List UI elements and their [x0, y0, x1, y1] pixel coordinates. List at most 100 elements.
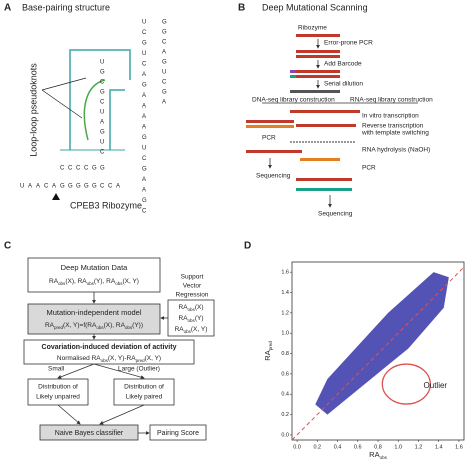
nucleotide: G [162, 20, 167, 26]
nucleotide: G [100, 70, 105, 76]
nucleotide: C [76, 166, 81, 172]
branch-label: DNA-seq library construction [252, 97, 335, 104]
nucleotide: A [142, 177, 146, 183]
y-tick-label: 0.0 [281, 432, 289, 438]
formula-part: Normalised RA [57, 355, 101, 362]
box [39, 424, 139, 441]
box-text: Distribution of [38, 384, 78, 391]
x-tick-label: 0.6 [354, 444, 362, 450]
step-label: Reverse transcription [362, 123, 424, 130]
subscript: obs [58, 281, 66, 286]
branch-label: RNA-seq library construction [350, 97, 433, 104]
pseudoknot-line [83, 79, 106, 141]
step-label: Ribozyme [298, 25, 327, 32]
nucleotide: C [100, 80, 105, 86]
side-label: Loop-loop pseudoknots [28, 63, 38, 157]
nucleotide: G [92, 184, 97, 190]
formula-part: RA [263, 350, 272, 360]
nucleotide: U [100, 140, 104, 146]
nucleotide: A [52, 184, 56, 190]
formula-part: RA [175, 326, 185, 333]
nucleotide: C [84, 166, 89, 172]
nucleotide: U [142, 20, 146, 26]
y-tick-label: 1.4 [281, 290, 289, 296]
step-label: Error-prone PCR [324, 40, 373, 47]
nucleotide: G [162, 30, 167, 36]
nucleotide: C [108, 184, 113, 190]
y-tick-label: 1.6 [281, 270, 289, 276]
pointer [41, 89, 83, 119]
nucleotide: G [100, 90, 105, 96]
nucleotide: G [162, 90, 167, 96]
nucleotide: C [60, 166, 65, 172]
nucleotide: G [142, 135, 147, 141]
nucleotide: U [142, 146, 146, 152]
formula-part: RA [49, 278, 59, 285]
pseudoknot-line [69, 49, 131, 150]
x-tick-label: 1.2 [415, 444, 423, 450]
nucleotide: C [162, 80, 167, 86]
arrow [57, 363, 95, 379]
pointer [41, 77, 87, 91]
dna-bar [300, 158, 340, 161]
rna-bar [296, 124, 356, 127]
subscript: obs [96, 325, 104, 330]
formula-part: (X), RA [104, 322, 126, 329]
formula: Normalised RAobs(X, Y)-RApred(X, Y) [57, 355, 161, 363]
box-title: Deep Mutation Data [61, 263, 129, 272]
diagonal [291, 266, 465, 441]
svr-label: Vector [183, 283, 202, 290]
subscript: pred [268, 341, 273, 351]
step-label: In vitro transcription [362, 113, 419, 120]
x-tick-label: 0.2 [313, 444, 321, 450]
nucleotide: A [162, 100, 166, 106]
nucleotide: G [60, 184, 65, 190]
y-tick-label: 0.8 [281, 351, 289, 357]
nucleotide: C [44, 184, 49, 190]
nucleotide: G [76, 184, 81, 190]
annotation: Outlier [424, 381, 448, 390]
nucleotide: C [100, 100, 105, 106]
dna-bar [246, 125, 294, 128]
caption: CPEB3 Ribozyme [70, 200, 142, 210]
svr-label: Regression [176, 292, 209, 299]
arrow [93, 363, 145, 380]
formula-part: (X, Y)=f(RA [63, 322, 97, 329]
y-tick-label: 1.0 [281, 331, 289, 337]
subscript: obs [101, 358, 109, 363]
rna-bar [296, 55, 340, 58]
panel-d: D Outlier 0.0 0.2 0.4 0.6 0.8 1.0 1.2 1.4 1.6 0.0 0… [244, 241, 465, 460]
dna-bar [246, 120, 294, 123]
rna-bar [290, 90, 340, 93]
nucleotide: A [116, 184, 120, 190]
nucleotide: G [142, 167, 147, 173]
nucleotide: C [100, 184, 105, 190]
subscript: pred [54, 325, 64, 330]
nucleotide: A [142, 93, 146, 99]
nucleotide: A [162, 50, 166, 56]
barcode [290, 75, 296, 78]
nucleotide: A [100, 120, 104, 126]
formula: RAobs(X, Y) [175, 326, 208, 334]
rna-bar [296, 34, 340, 37]
arrow [99, 404, 145, 425]
panel-title: Deep Mutational Scanning [262, 2, 368, 12]
nucleotide: C [142, 156, 147, 162]
point-cloud [315, 272, 449, 415]
subscript: obs [188, 318, 196, 323]
formula-part: (X, Y) [145, 355, 162, 362]
formula-part: (Y), RA [94, 278, 116, 285]
panel-label: A [4, 3, 11, 14]
nucleotide: U [142, 51, 146, 57]
rna-bar [290, 110, 360, 113]
nucleotide: C [142, 62, 147, 68]
x-tick-label: 0.8 [374, 444, 382, 450]
box-text: Naive Bayes classifier [55, 430, 124, 437]
nucleotide: A [142, 188, 146, 194]
panel-label: D [244, 241, 251, 252]
subscript: obs [188, 307, 196, 312]
dna-bar [246, 150, 302, 153]
box-text: Likely unpaired [36, 394, 80, 401]
formula: RApred(X, Y)=f(RAobs(X), RAobs(Y)) [45, 322, 143, 330]
formula-part: RA [179, 304, 189, 311]
